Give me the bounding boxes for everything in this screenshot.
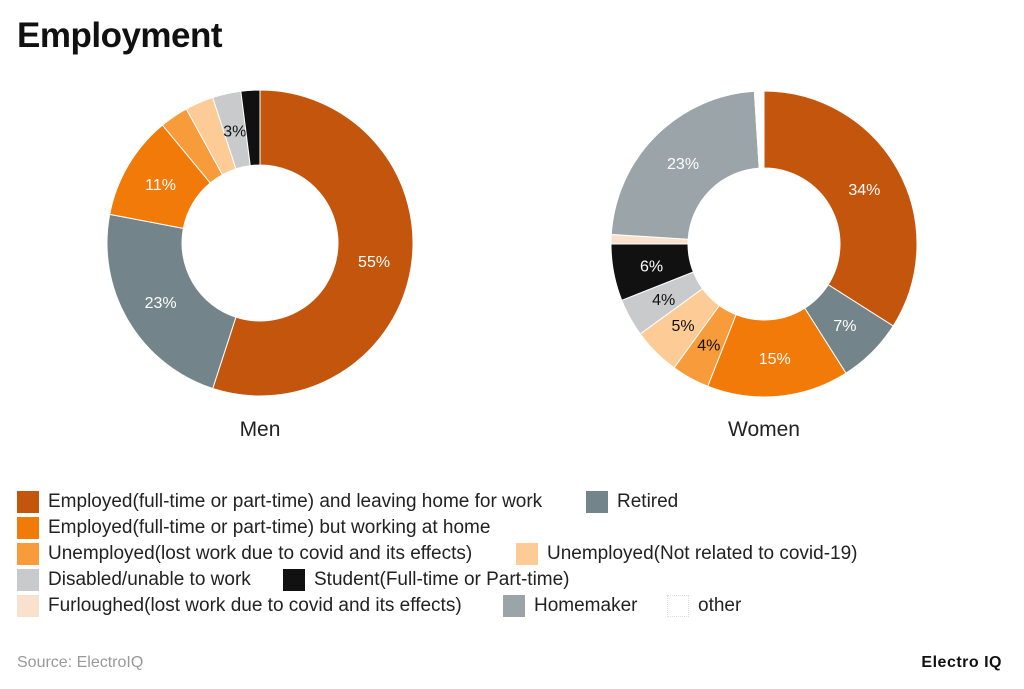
data-label: 6%: [640, 258, 663, 275]
chart-caption: Women: [728, 418, 800, 441]
legend-swatch: [17, 517, 39, 539]
data-label: 23%: [667, 156, 699, 173]
legend-item-homemaker: Homemaker: [503, 595, 637, 617]
data-label: 5%: [671, 318, 694, 335]
legend-label: other: [698, 595, 742, 616]
slice-men-student-full-time-or-part-time: [240, 89, 261, 167]
data-label: 3%: [223, 123, 246, 140]
legend-item-furloughed-lost-work-due-to-covid-and-its-effects: Furloughed(lost work due to covid and it…: [17, 595, 462, 617]
legend-item-disabled-unable-to-work: Disabled/unable to work: [17, 569, 251, 591]
data-label: 15%: [759, 351, 791, 368]
legend-swatch: [667, 595, 689, 617]
data-label: 11%: [145, 177, 176, 194]
legend-swatch: [17, 569, 39, 591]
legend-label: Student(Full-time or Part-time): [314, 569, 570, 590]
slice-men-employed-full-time-or-part-time-and-leaving-home-for-work: [212, 89, 414, 397]
data-label: 4%: [652, 292, 675, 309]
data-label: 55%: [358, 254, 390, 271]
legend-label: Furloughed(lost work due to covid and it…: [48, 595, 462, 616]
legend-swatch: [516, 543, 538, 565]
legend-item-other: other: [667, 595, 741, 617]
chart-title: Employment: [17, 16, 223, 55]
legend-label: Unemployed(lost work due to covid and it…: [48, 543, 473, 564]
data-label: 23%: [145, 295, 177, 312]
legend-item-employed-full-time-or-part-time-and-leaving-home-for-work: Employed(full-time or part-time) and lea…: [17, 491, 542, 513]
legend-item-unemployed-lost-work-due-to-covid-and-its-effects: Unemployed(lost work due to covid and it…: [17, 543, 472, 565]
legend-label: Retired: [617, 491, 679, 512]
legend-swatch: [586, 491, 608, 513]
legend-item-retired: Retired: [586, 491, 678, 513]
legend-item-student-full-time-or-part-time: Student(Full-time or Part-time): [283, 569, 570, 591]
legend-label: Homemaker: [534, 595, 638, 616]
legend-swatch: [17, 491, 39, 513]
legend-label: Employed(full-time or part-time) but wor…: [48, 517, 491, 538]
chart-caption: Men: [240, 418, 281, 441]
brand-logo: Electro IQ: [921, 654, 1002, 671]
legend-label: Disabled/unable to work: [48, 569, 251, 590]
slice-women-other: [753, 90, 765, 169]
legend-swatch: [17, 595, 39, 617]
slice-men-retired: [106, 213, 237, 390]
slice-women-homemaker: [610, 90, 760, 240]
legend-item-unemployed-not-related-to-covid-19: Unemployed(Not related to covid-19): [516, 543, 858, 565]
legend-swatch: [283, 569, 305, 591]
source-note: Source: ElectroIQ: [17, 654, 144, 671]
slice-women-employed-full-time-or-part-time-and-leaving-home-for-work: [763, 90, 918, 327]
data-label: 7%: [833, 318, 856, 335]
legend-swatch: [17, 543, 39, 565]
legend-label: Unemployed(Not related to covid-19): [547, 543, 858, 564]
legend-item-employed-full-time-or-part-time-but-working-at-home: Employed(full-time or part-time) but wor…: [17, 517, 490, 539]
data-label: 34%: [848, 182, 880, 199]
data-label: 4%: [697, 337, 720, 354]
legend-swatch: [503, 595, 525, 617]
legend-label: Employed(full-time or part-time) and lea…: [48, 491, 543, 512]
